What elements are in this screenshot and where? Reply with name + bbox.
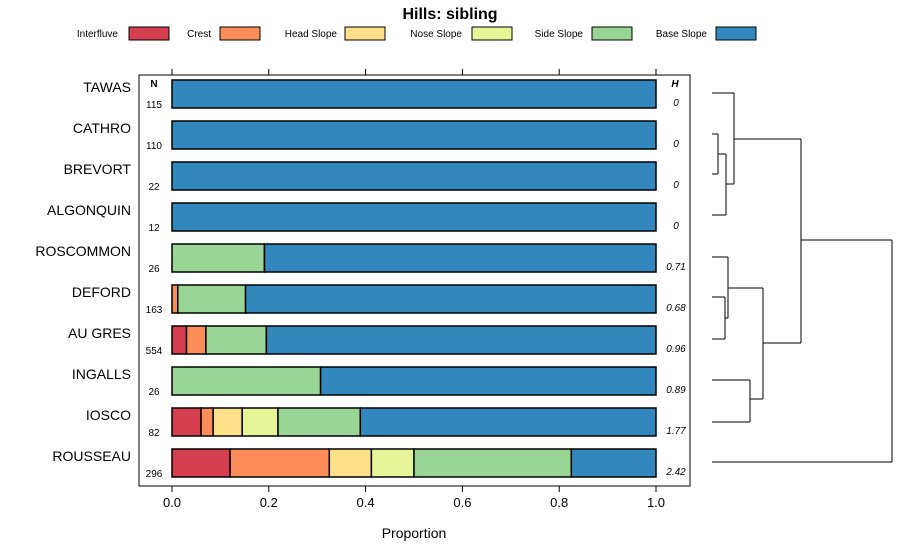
bar-segment bbox=[171, 325, 188, 355]
n-label: 110 bbox=[146, 141, 162, 152]
legend: Interfluve Crest Head Slope Nose Slope Side … bbox=[77, 26, 757, 41]
bar-segment bbox=[185, 325, 207, 355]
h-label: 0 bbox=[673, 180, 679, 191]
x-tick-label: 0.2 bbox=[260, 495, 278, 510]
bar-segment bbox=[212, 407, 243, 437]
bar-segment bbox=[319, 366, 657, 396]
bar-segment bbox=[171, 120, 657, 150]
bar-segment bbox=[370, 448, 415, 478]
x-axis: 0.0 0.2 0.4 0.6 0.8 1.0 bbox=[163, 69, 665, 510]
legend-label: Crest bbox=[187, 29, 211, 40]
category-label: IOSCO bbox=[86, 407, 131, 423]
x-axis-title: Proportion bbox=[382, 525, 447, 541]
bar-segment bbox=[328, 448, 373, 478]
x-tick-label: 0.6 bbox=[453, 495, 471, 510]
bar-segment bbox=[229, 448, 331, 478]
x-tick-label: 0.4 bbox=[357, 495, 375, 510]
bar-segment bbox=[171, 243, 266, 273]
category-label: CATHRO bbox=[73, 120, 131, 136]
bar-segment bbox=[177, 284, 247, 314]
bar-segment bbox=[241, 407, 279, 437]
x-tick-label: 0.8 bbox=[550, 495, 568, 510]
n-label: 22 bbox=[148, 182, 160, 193]
bar-segment bbox=[265, 325, 657, 355]
h-label: 0 bbox=[673, 98, 679, 109]
legend-label: Head Slope bbox=[285, 29, 338, 40]
legend-label: Side Slope bbox=[535, 29, 584, 40]
legend-swatch bbox=[471, 26, 513, 41]
category-label: ROSCOMMON bbox=[35, 243, 131, 259]
plot-frame bbox=[138, 74, 691, 487]
bar-segment bbox=[171, 161, 657, 191]
bar-segment bbox=[277, 407, 362, 437]
chart-title: Hills: sibling bbox=[402, 6, 497, 23]
n-label: 163 bbox=[146, 305, 163, 316]
x-tick-label: 0.0 bbox=[163, 495, 181, 510]
category-label: ROUSSEAU bbox=[52, 448, 131, 464]
h-label: 0 bbox=[673, 221, 679, 232]
category-label: DEFORD bbox=[72, 284, 131, 300]
h-label: 0 bbox=[673, 139, 679, 150]
n-label: 82 bbox=[148, 428, 160, 439]
bar-segment bbox=[171, 284, 179, 314]
bar-segment bbox=[570, 448, 657, 478]
bar-segment bbox=[200, 407, 214, 437]
x-tick-label: 1.0 bbox=[647, 495, 665, 510]
bars-group: TAWAS 115 0 CATHRO 110 0 BREVORT 22 0 ALGONQUIN 12… bbox=[35, 79, 686, 480]
legend-label: Interfluve bbox=[77, 29, 119, 40]
bar-segment bbox=[171, 448, 231, 478]
h-label: 1.77 bbox=[666, 426, 686, 437]
h-label: 2.42 bbox=[665, 467, 686, 478]
bar-segment bbox=[359, 407, 657, 437]
legend-label: Base Slope bbox=[656, 29, 708, 40]
n-label: 554 bbox=[146, 346, 163, 357]
bar-segment bbox=[171, 202, 657, 232]
n-label: 115 bbox=[146, 100, 162, 111]
n-label: 12 bbox=[148, 223, 160, 234]
legend-swatch bbox=[219, 26, 261, 41]
bar-segment bbox=[171, 79, 657, 109]
legend-swatch bbox=[591, 26, 633, 41]
category-label: ALGONQUIN bbox=[47, 202, 131, 218]
category-label: INGALLS bbox=[72, 366, 131, 382]
bar-segment bbox=[205, 325, 268, 355]
bar-segment bbox=[171, 407, 202, 437]
legend-swatch bbox=[128, 26, 170, 41]
h-label: 0.71 bbox=[666, 262, 685, 273]
h-label: 0.89 bbox=[666, 385, 686, 396]
bar-segment bbox=[263, 243, 657, 273]
n-header: N bbox=[150, 79, 157, 90]
legend-label: Nose Slope bbox=[410, 29, 462, 40]
category-label: BREVORT bbox=[64, 161, 132, 177]
category-label: AU GRES bbox=[68, 325, 131, 341]
bar-segment bbox=[244, 284, 657, 314]
bar-segment bbox=[171, 366, 322, 396]
n-label: 26 bbox=[148, 387, 160, 398]
legend-swatch bbox=[715, 26, 757, 41]
legend-swatch bbox=[344, 26, 386, 41]
h-label: 0.96 bbox=[666, 344, 686, 355]
n-label: 296 bbox=[146, 469, 163, 480]
category-label: TAWAS bbox=[83, 79, 131, 95]
h-header: H bbox=[671, 79, 679, 90]
h-label: 0.68 bbox=[666, 303, 686, 314]
n-label: 26 bbox=[148, 264, 160, 275]
bar-segment bbox=[413, 448, 573, 478]
dendrogram bbox=[712, 92, 893, 463]
